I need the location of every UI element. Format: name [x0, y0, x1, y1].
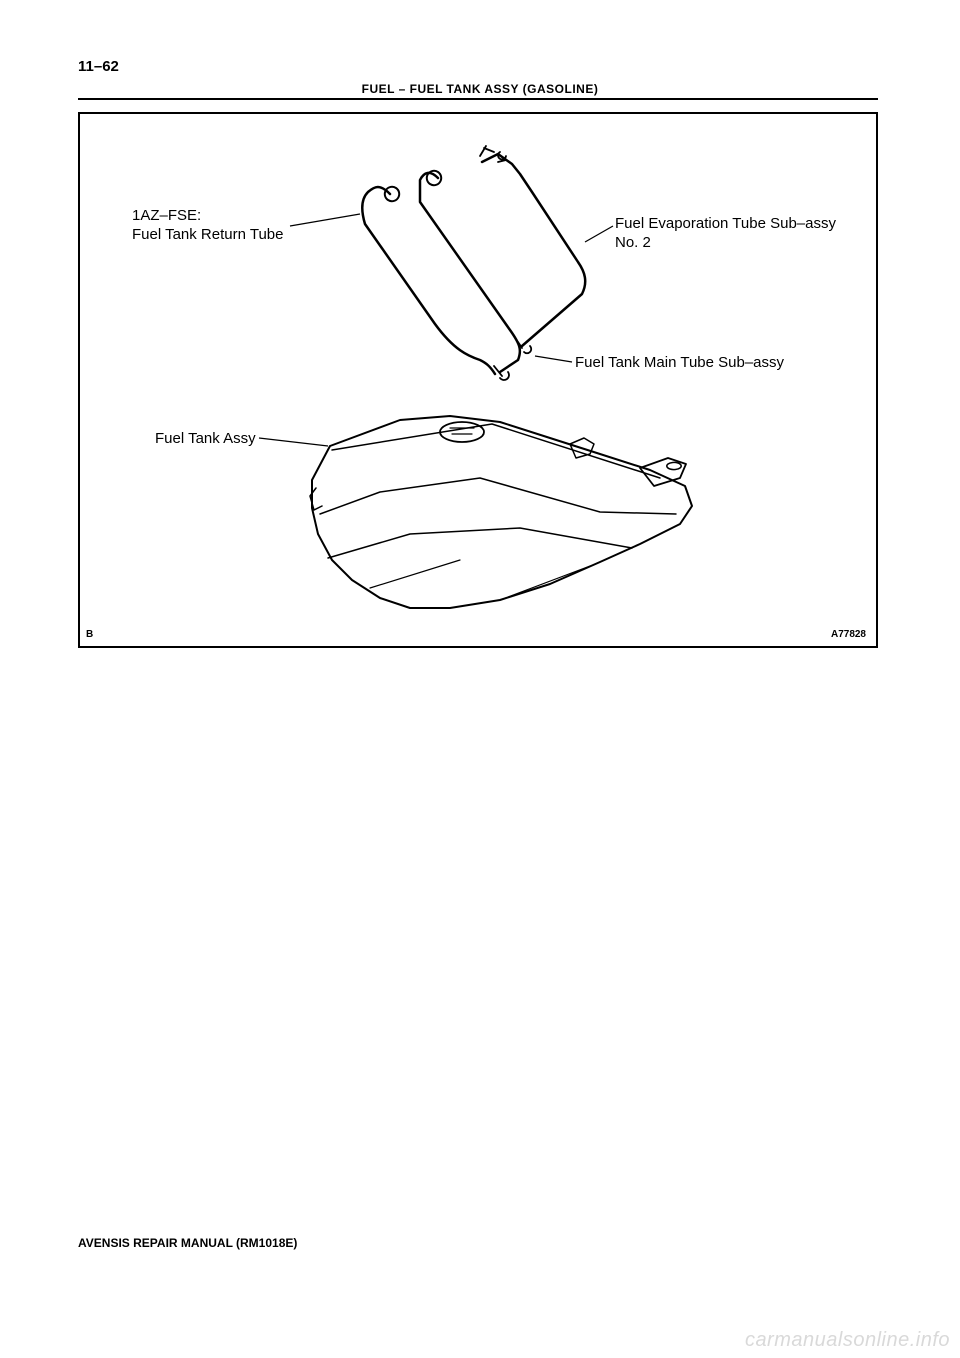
leader-evap-tube: [585, 226, 613, 242]
watermark: carmanualsonline.info: [745, 1329, 950, 1352]
tank-strap-1: [370, 560, 460, 588]
figure-code-left: B: [86, 629, 93, 640]
diagram-svg: [80, 114, 876, 646]
leader-lines: [259, 214, 613, 446]
tank-ridge-3: [328, 528, 632, 558]
tank-filler: [640, 458, 686, 486]
label-tank-assy: Fuel Tank Assy: [155, 430, 256, 449]
main-tube-path: [420, 173, 520, 372]
evap-connector: [480, 146, 506, 162]
leader-tank-assy: [259, 438, 328, 446]
evap-tube-path: [482, 154, 585, 346]
leader-return-tube: [290, 214, 360, 226]
tubes-group: [362, 146, 585, 380]
tank-ridge-1: [332, 424, 660, 478]
label-return-tube: 1AZ–FSE: Fuel Tank Return Tube: [132, 207, 283, 245]
label-main-tube: Fuel Tank Main Tube Sub–assy: [575, 354, 784, 373]
label-evap-tube: Fuel Evaporation Tube Sub–assy No. 2: [615, 215, 836, 253]
header-rule: [78, 98, 878, 100]
return-tube-cap: [385, 187, 399, 201]
tank-ridge-2: [320, 478, 676, 514]
section-title: FUEL – FUEL TANK ASSY (GASOLINE): [0, 82, 960, 96]
tank-strap-2: [500, 566, 590, 600]
tank-filler-ring: [667, 462, 681, 469]
tank-outline: [312, 416, 692, 608]
manual-footer: AVENSIS REPAIR MANUAL (RM1018E): [78, 1236, 297, 1250]
page-number: 11–62: [78, 58, 119, 75]
diagram-frame: 1AZ–FSE: Fuel Tank Return Tube Fuel Evap…: [78, 112, 878, 648]
fuel-tank-group: [310, 416, 692, 608]
figure-code: A77828: [831, 629, 866, 640]
leader-main-tube: [535, 356, 572, 362]
